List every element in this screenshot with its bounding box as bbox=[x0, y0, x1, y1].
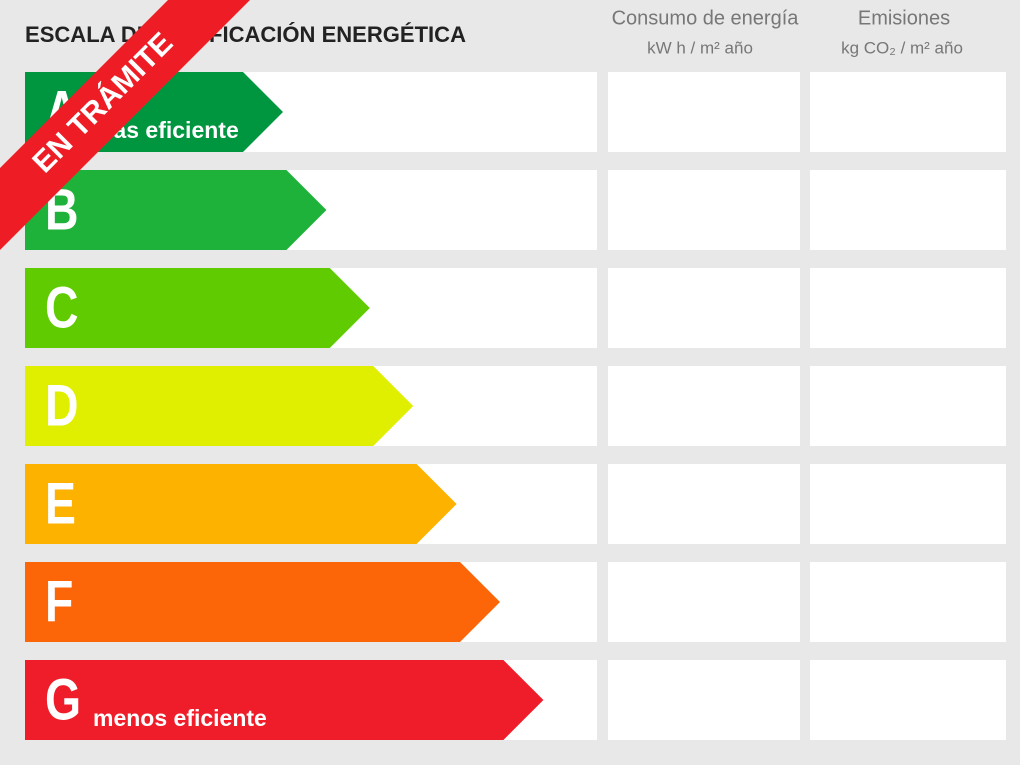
value-cell bbox=[608, 366, 800, 446]
value-cell bbox=[608, 464, 800, 544]
value-cell bbox=[810, 562, 1006, 642]
value-cell bbox=[810, 170, 1006, 250]
value-cell bbox=[810, 660, 1006, 740]
value-cell bbox=[810, 464, 1006, 544]
rating-arrow bbox=[25, 268, 370, 348]
rating-arrow bbox=[25, 660, 544, 740]
column-title: Emisiones bbox=[858, 7, 950, 29]
ribbon-band bbox=[0, 0, 250, 250]
value-cell bbox=[608, 268, 800, 348]
rating-note: menos eficiente bbox=[93, 705, 267, 731]
rating-arrow bbox=[25, 170, 327, 250]
rating-arrow bbox=[25, 464, 457, 544]
rating-letter: E bbox=[45, 471, 76, 536]
column-unit: kW h / m² año bbox=[647, 38, 753, 57]
value-cell bbox=[608, 170, 800, 250]
value-cell bbox=[810, 268, 1006, 348]
rating-letter: D bbox=[45, 373, 79, 438]
value-cell bbox=[608, 660, 800, 740]
value-cell bbox=[608, 562, 800, 642]
value-cell bbox=[810, 72, 1006, 152]
rating-letter: G bbox=[45, 667, 81, 732]
column-unit: kg CO₂ / m² año bbox=[841, 38, 963, 57]
title: ESCALA DE CALIFICACIÓN ENERGÉTICA bbox=[25, 22, 466, 47]
value-cell bbox=[608, 72, 800, 152]
rating-arrow bbox=[25, 562, 500, 642]
rating-arrow bbox=[25, 366, 414, 446]
column-title: Consumo de energía bbox=[612, 7, 800, 29]
rating-letter: F bbox=[45, 569, 73, 634]
value-cell bbox=[810, 366, 1006, 446]
rating-letter: C bbox=[45, 275, 79, 340]
